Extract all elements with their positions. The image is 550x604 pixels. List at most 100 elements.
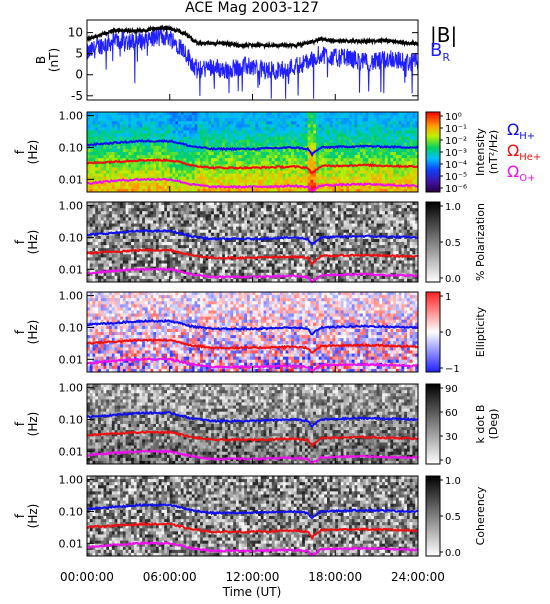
spectrogram-cell (137, 112, 140, 115)
spectrogram-cell (410, 137, 413, 140)
spectrogram-cell (90, 140, 93, 143)
spectrogram-cell (363, 124, 366, 127)
spectrogram-cell (399, 118, 402, 121)
spectrogram-cell (164, 146, 167, 149)
spectrogram-cell (346, 155, 349, 158)
spectrogram-cell (186, 214, 189, 217)
spectrogram-cell (230, 118, 233, 121)
spectrogram-cell (178, 236, 181, 239)
spectrogram-cell (269, 211, 272, 214)
spectrogram-cell (197, 224, 200, 227)
spectrogram-cell (379, 174, 382, 177)
spectrogram-cell (211, 245, 214, 248)
spectrogram-cell (412, 158, 415, 161)
spectrogram-cell (255, 270, 258, 273)
spectrogram-cell (310, 164, 313, 167)
spectrogram-cell (120, 260, 123, 263)
spectrogram-cell (131, 276, 134, 279)
spectrogram-cell (137, 257, 140, 260)
spectrogram-cell (98, 124, 101, 127)
spectrogram-cell (264, 220, 267, 223)
spectrogram-cell (173, 236, 176, 239)
spectrogram-cell (330, 149, 333, 152)
spectrogram-cell (192, 208, 195, 211)
spectrogram-cell (321, 177, 324, 180)
spectrogram-cell (159, 146, 162, 149)
spectrogram-cell (181, 208, 184, 211)
spectrogram-cell (173, 276, 176, 279)
spectrogram-cell (186, 264, 189, 267)
spectrogram-cell (275, 267, 278, 270)
spectrogram-cell (225, 214, 228, 217)
spectrogram-cell (275, 170, 278, 173)
spectrogram-cell (184, 245, 187, 248)
spectrogram-cell (184, 124, 187, 127)
spectrogram-cell (167, 121, 170, 124)
spectrogram-cell (126, 167, 129, 170)
spectrogram-cell (228, 118, 231, 121)
spectrogram-cell (214, 115, 217, 118)
spectrogram-cell (255, 134, 258, 137)
spectrogram-cell (150, 242, 153, 245)
spectrogram-cell (145, 127, 148, 130)
spectrogram-cell (95, 152, 98, 155)
spectrogram-cell (139, 167, 142, 170)
spectrogram-cell (266, 242, 269, 245)
spectrogram-cell (131, 130, 134, 133)
spectrogram-cell (139, 112, 142, 115)
spectrogram-cell (128, 174, 131, 177)
spectrogram-cell (192, 121, 195, 124)
spectrogram-cell (137, 115, 140, 118)
spectrogram-cell (123, 124, 126, 127)
spectrogram-cell (261, 124, 264, 127)
spectrogram-cell (368, 170, 371, 173)
spectrogram-cell (98, 134, 101, 137)
spectrogram-cell (137, 211, 140, 214)
spectrogram-cell (139, 143, 142, 146)
spectrogram-cell (253, 143, 256, 146)
spectrogram-cell (164, 254, 167, 257)
spectrogram-cell (126, 146, 129, 149)
spectrogram-cell (222, 227, 225, 230)
spectrogram-cell (192, 115, 195, 118)
spectrogram-cell (332, 152, 335, 155)
spectrogram-cell (291, 130, 294, 133)
spectrogram-cell (173, 170, 176, 173)
spectrogram-cell (255, 205, 258, 208)
spectrogram-cell (401, 155, 404, 158)
spectrogram-cell (178, 115, 181, 118)
spectrogram-cell (253, 267, 256, 270)
spectrogram-cell (316, 121, 319, 124)
spectrogram-cell (126, 155, 129, 158)
spectrogram-cell (332, 158, 335, 161)
spectrogram-cell (195, 149, 198, 152)
spectrogram-cell (131, 143, 134, 146)
spectrogram-cell (277, 208, 280, 211)
spectrogram-cell (225, 260, 228, 263)
spectrogram-cell (123, 170, 126, 173)
spectrogram-cell (219, 137, 222, 140)
spectrogram-cell (137, 134, 140, 137)
spectrogram-cell (181, 224, 184, 227)
spectrogram-cell (349, 155, 352, 158)
spectrogram-cell (241, 155, 244, 158)
spectrogram-cell (211, 248, 214, 251)
spectrogram-cell (344, 174, 347, 177)
spectrogram-cell (344, 118, 347, 121)
spectrogram-cell (332, 118, 335, 121)
spectrogram-cell (388, 177, 391, 180)
spectrogram-cell (206, 127, 209, 130)
spectrogram-cell (137, 239, 140, 242)
spectrogram-cell (407, 130, 410, 133)
spectrogram-cell (206, 170, 209, 173)
spectrogram-cell (123, 146, 126, 149)
spectrogram-cell (366, 134, 369, 137)
spectrogram-cell (302, 112, 305, 115)
spectrogram-cell (195, 257, 198, 260)
spectrogram-cell (302, 124, 305, 127)
spectrogram-cell (164, 264, 167, 267)
spectrogram-cell (115, 115, 118, 118)
spectrogram-cell (134, 164, 137, 167)
spectrogram-cell (181, 152, 184, 155)
spectrogram-cell (106, 260, 109, 263)
